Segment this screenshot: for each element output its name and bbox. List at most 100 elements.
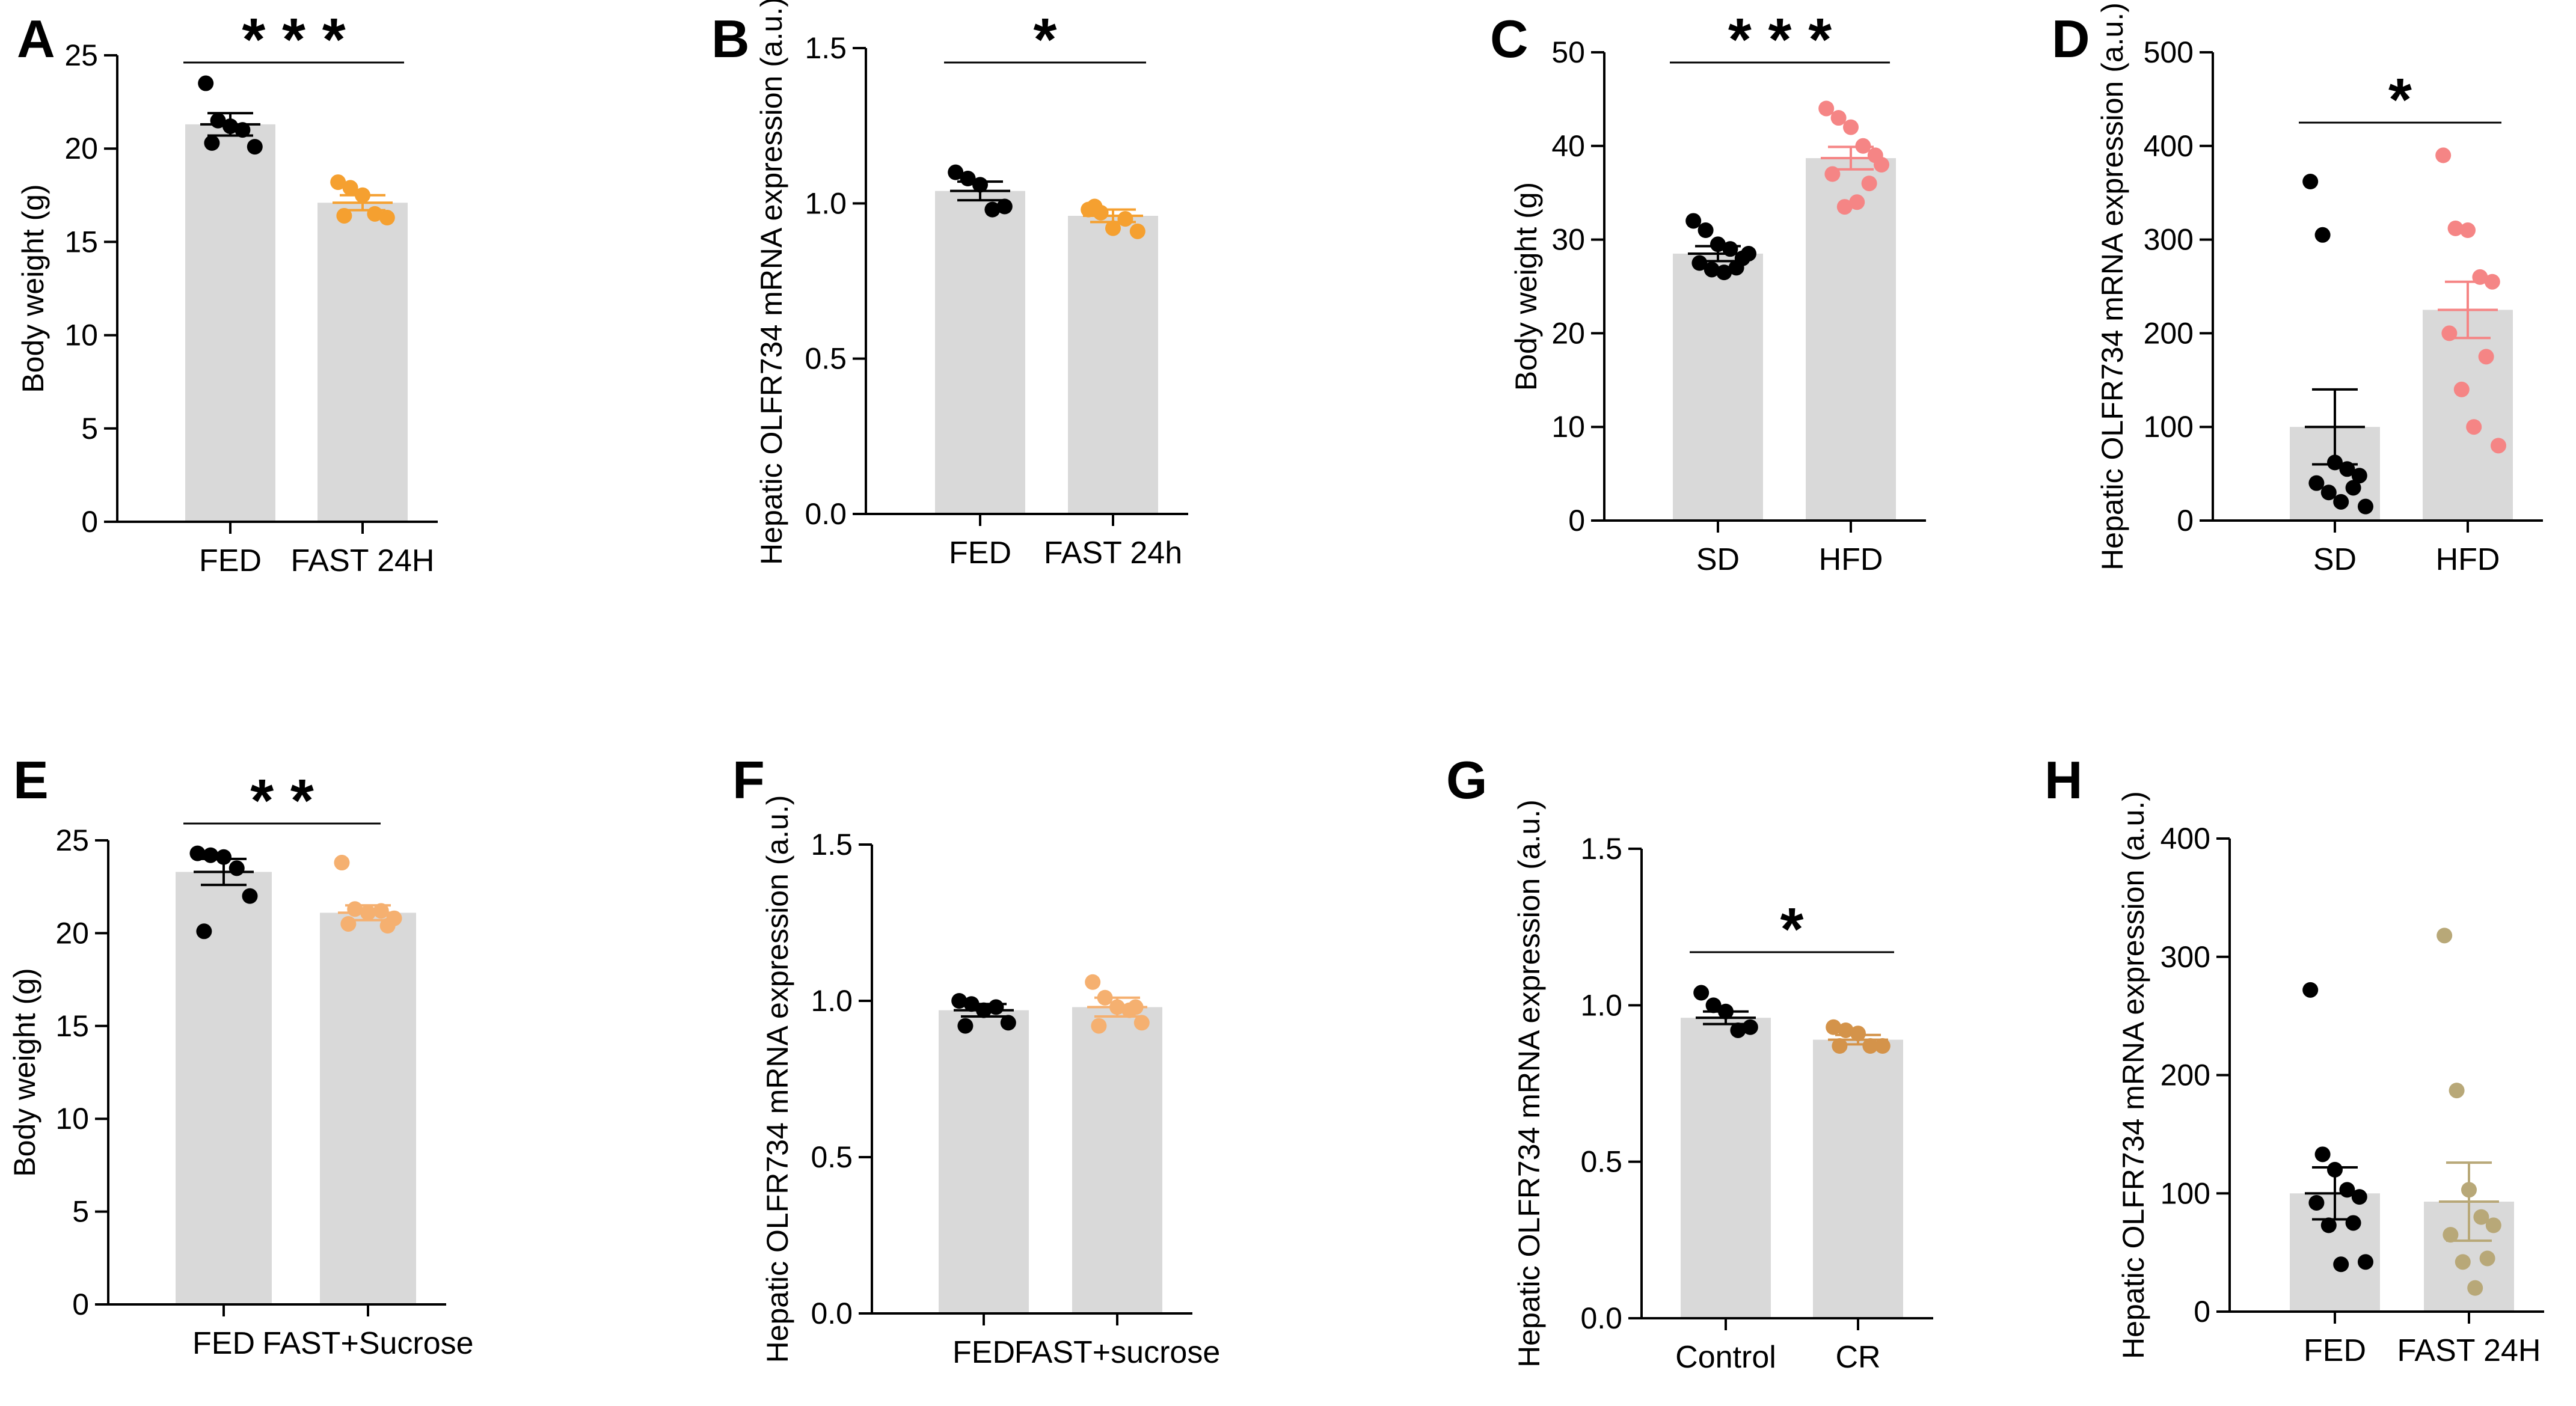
panel-c-point (1685, 213, 1702, 229)
panel-h-category-label: FAST 24H (2397, 1333, 2541, 1368)
panel-h-ytick-label: 100 (2160, 1176, 2210, 1210)
panel-h-point (2308, 1194, 2325, 1211)
panel-e-ytick-label: 20 (55, 916, 89, 950)
panel-f-point (1085, 974, 1101, 990)
panel-h-ytick-label: 300 (2160, 940, 2210, 974)
panel-e-ylabel: Body weight (g) (8, 968, 41, 1176)
panel-f-category-label: FED (952, 1335, 1015, 1370)
panel-a-category-label: FAST 24H (291, 543, 435, 578)
panel-d-point (2466, 419, 2482, 435)
panel-e-ytick-label: 15 (55, 1009, 89, 1043)
panel-a-point (379, 210, 395, 226)
panel-b-point (984, 201, 1001, 218)
panel-d-point (2308, 475, 2325, 491)
panel-e-point (228, 860, 245, 876)
panel-d-point (2491, 438, 2506, 454)
panel-f-point (988, 999, 1004, 1015)
panel-d-point (2351, 468, 2367, 484)
panel-h-point (2455, 1254, 2471, 1270)
panel-h-point (2479, 1250, 2495, 1267)
panel-c-point (1830, 110, 1847, 126)
panel-c-point (1728, 260, 1744, 276)
panel-a-ytick-label: 10 (64, 319, 98, 352)
panel-c-ytick-label: 0 (1568, 504, 1585, 537)
panel-g-letter: G (1446, 750, 1487, 810)
panel-d-point (2333, 494, 2349, 510)
panel-b-ytick-label: 0.0 (805, 497, 847, 531)
panel-g-point (1742, 1019, 1758, 1035)
panel-f-category-label: FAST+sucrose (1014, 1335, 1220, 1370)
panel-g-bar-1 (1681, 1018, 1771, 1318)
panel-g-ytick-label: 0.5 (1580, 1145, 1622, 1179)
panel-g-significance-label: * (1780, 896, 1804, 963)
panel-f-letter: F (732, 750, 765, 810)
panel-f-ytick-label: 0.5 (811, 1140, 853, 1174)
panel-c-point (1704, 261, 1720, 278)
panel-e-point (196, 923, 212, 940)
panel-g-point (1826, 1019, 1842, 1035)
panel-a-point (204, 135, 220, 151)
panel-e-point (334, 855, 350, 871)
panel-c-bar-2 (1806, 158, 1896, 521)
panel-d-point (2314, 227, 2331, 243)
panel-a-point (235, 122, 251, 138)
panel-a-ytick-label: 25 (64, 38, 98, 72)
panel-h-point (2351, 1189, 2367, 1205)
panel-g-ytick-label: 1.5 (1580, 832, 1622, 866)
panel-a-letter: A (17, 9, 55, 69)
panel-d-point (2435, 147, 2452, 164)
panel-e-point (379, 918, 396, 934)
panel-c-letter: C (1490, 9, 1529, 69)
panel-h-point (2333, 1256, 2349, 1273)
panel-f-ytick-label: 1.5 (811, 828, 853, 861)
panel-b-point (1105, 220, 1121, 236)
panel-f-point (957, 1018, 974, 1034)
panel-e-point (340, 915, 357, 932)
panel-f-point (1091, 1018, 1107, 1034)
panel-g-point (1850, 1025, 1866, 1042)
panel-b-ytick-label: 1.0 (805, 186, 847, 220)
panel-f-ytick-label: 1.0 (811, 984, 853, 1018)
panel-c-point (1861, 176, 1877, 192)
panel-c-ytick-label: 50 (1551, 35, 1585, 69)
panel-b-point (996, 198, 1013, 215)
panel-a: A Body weight (g) 0 5 10 15 20 25 FED FAST 24H * *… (16, 6, 438, 578)
panel-d-ytick-label: 200 (2144, 316, 2194, 350)
panel-e-point (189, 845, 206, 861)
panel-b-letter: B (711, 9, 750, 69)
panel-d-point (2453, 381, 2470, 397)
panel-a-ytick-label: 15 (64, 225, 98, 258)
panel-b: B Hepatic OLFR734 mRNA expression (a.u.) 0… (711, 0, 1188, 570)
panel-d-category-label: SD (2313, 542, 2357, 577)
panel-c-point (1849, 194, 1865, 210)
panel-d-category-label: HFD (2436, 542, 2500, 577)
panel-h-ylabel: Hepatic OLFR734 mRNA expression (a.u.) (2117, 791, 2150, 1359)
panel-c-category-label: SD (1696, 542, 1740, 577)
panel-e-bar-2 (320, 912, 416, 1304)
panel-g-point (1705, 997, 1722, 1013)
panel-a-ytick-label: 0 (81, 505, 98, 539)
panel-b-bar-2 (1068, 216, 1158, 514)
panel-c-point (1836, 199, 1853, 215)
panel-a-point (247, 139, 263, 155)
panel-c-significance-label: * * * (1728, 6, 1832, 73)
panel-e-category-label: FED (192, 1326, 255, 1361)
panel-f-ytick-label: 0.0 (811, 1297, 853, 1330)
panel-d: D Hepatic OLFR734 mRNA expression (a.u.) 0… (2052, 2, 2543, 577)
panel-a-ytick-label: 5 (81, 412, 98, 445)
panel-h-point (2314, 1146, 2331, 1163)
panel-c-point (1874, 156, 1889, 173)
panel-b-category-label: FED (949, 536, 1011, 570)
panel-b-point (1087, 198, 1103, 215)
panel-d-point (2302, 174, 2319, 190)
panel-e-letter: E (13, 750, 49, 810)
panel-c-point (1710, 236, 1726, 252)
panel-e-point (203, 847, 219, 863)
panel-a-significance-label: * * * (242, 6, 345, 73)
panel-c-point (1818, 100, 1835, 117)
panel-b-bar-1 (935, 191, 1025, 515)
panel-e-significance-label: * * (250, 767, 314, 834)
panel-d-point (2358, 498, 2373, 515)
panel-d-point (2478, 349, 2494, 365)
